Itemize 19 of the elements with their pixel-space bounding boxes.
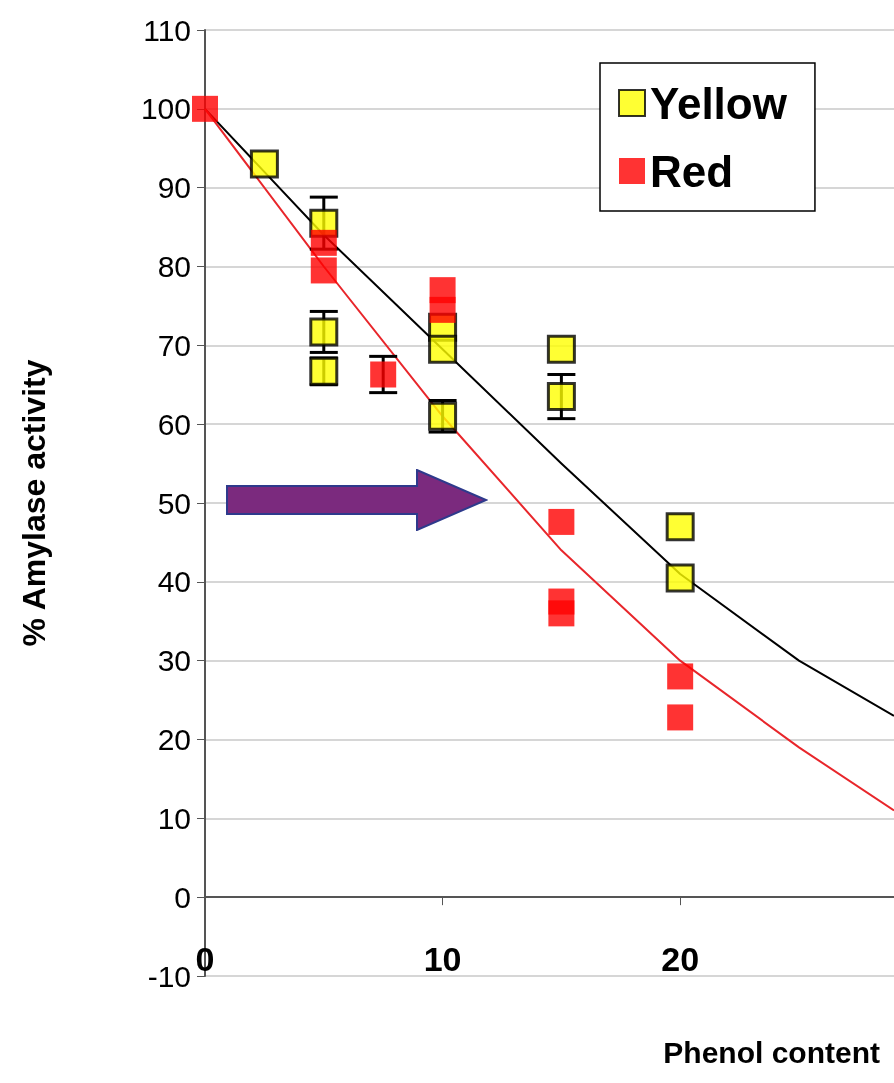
y-tick-label: 70 <box>157 328 191 362</box>
y-axis-title: % Amylase activity <box>16 359 52 647</box>
y-tick-label: 20 <box>157 723 191 756</box>
legend-label: Yellow <box>650 78 788 128</box>
y-tick-label: 0 <box>174 880 191 914</box>
y-tick-label: -10 <box>147 959 191 993</box>
y-tick-label: 100 <box>140 92 191 126</box>
x-tick-label: 10 <box>423 940 462 978</box>
y-tick-label: 90 <box>157 171 191 205</box>
y-tick-label: 110 <box>143 13 191 47</box>
y-tick-label: 80 <box>157 250 191 283</box>
x-axis-title: Phenol content <box>663 1035 881 1069</box>
y-tick-label: 50 <box>157 486 191 520</box>
legend-label: Red <box>650 146 734 196</box>
x-tick-label: 20 <box>661 940 700 978</box>
y-tick-label: 40 <box>157 565 191 599</box>
y-tick-label: 10 <box>157 801 191 835</box>
y-tick-label: 30 <box>157 644 191 678</box>
y-tick-label: 60 <box>157 407 191 441</box>
